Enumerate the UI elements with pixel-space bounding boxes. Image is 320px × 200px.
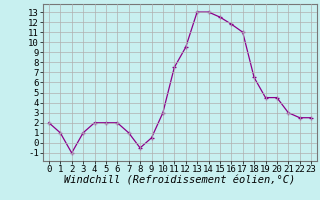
X-axis label: Windchill (Refroidissement éolien,°C): Windchill (Refroidissement éolien,°C) — [64, 176, 296, 186]
